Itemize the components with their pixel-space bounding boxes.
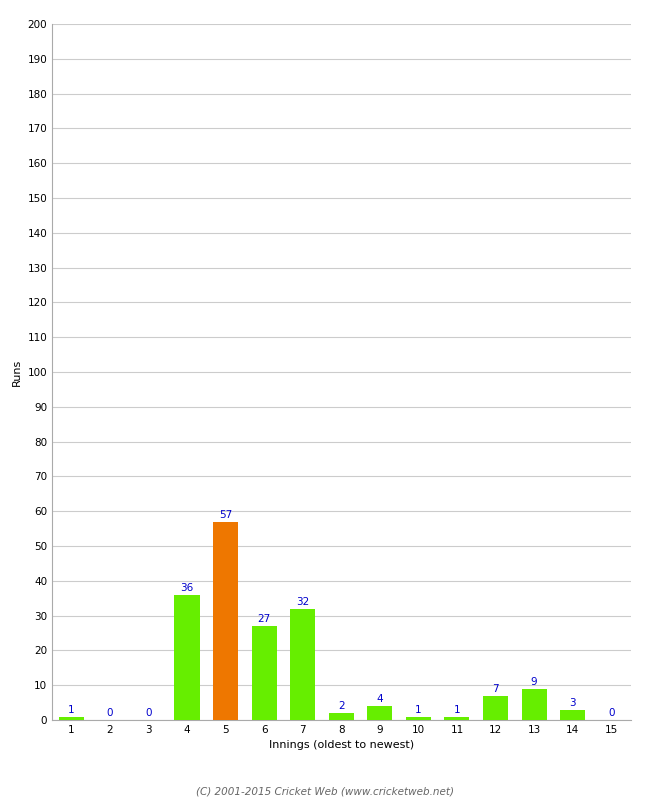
- Bar: [521, 689, 547, 720]
- Text: 27: 27: [257, 614, 271, 624]
- Text: 36: 36: [180, 583, 194, 593]
- Text: 0: 0: [608, 708, 614, 718]
- Bar: [290, 609, 315, 720]
- Bar: [367, 706, 393, 720]
- Text: 1: 1: [68, 705, 75, 714]
- Text: 0: 0: [107, 708, 113, 718]
- X-axis label: Innings (oldest to newest): Innings (oldest to newest): [268, 741, 414, 750]
- Bar: [174, 594, 200, 720]
- Text: 3: 3: [569, 698, 576, 708]
- Text: 4: 4: [376, 694, 383, 704]
- Bar: [406, 717, 431, 720]
- Text: 57: 57: [219, 510, 232, 520]
- Bar: [445, 717, 469, 720]
- Text: 9: 9: [531, 677, 538, 687]
- Text: (C) 2001-2015 Cricket Web (www.cricketweb.net): (C) 2001-2015 Cricket Web (www.cricketwe…: [196, 786, 454, 796]
- Bar: [252, 626, 277, 720]
- Text: 32: 32: [296, 597, 309, 607]
- Bar: [329, 713, 354, 720]
- Text: 2: 2: [338, 702, 344, 711]
- Bar: [560, 710, 585, 720]
- Bar: [483, 696, 508, 720]
- Text: 0: 0: [145, 708, 151, 718]
- Text: 1: 1: [415, 705, 422, 714]
- Bar: [58, 717, 84, 720]
- Text: 1: 1: [454, 705, 460, 714]
- Text: 7: 7: [492, 684, 499, 694]
- Bar: [213, 522, 238, 720]
- Y-axis label: Runs: Runs: [12, 358, 22, 386]
